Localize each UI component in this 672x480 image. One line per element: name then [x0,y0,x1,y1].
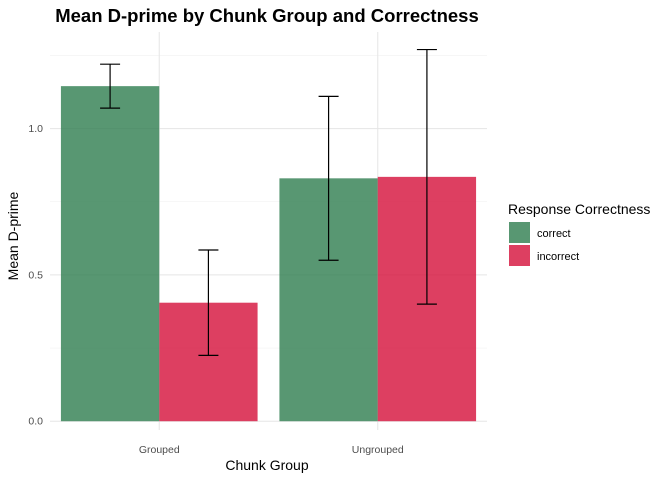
y-tick-label: 1.0 [28,123,43,135]
y-tick-label: 0.0 [28,416,43,428]
error-bar-incorrect-grouped [198,249,219,356]
chart-title: Mean D-prime by Chunk Group and Correctn… [55,5,479,26]
legend-key-correct [509,222,530,243]
plot-area: 0.0 0.5 1.0 Grouped Ungrouped [28,32,487,456]
legend-key-incorrect [509,245,530,266]
error-bar-correct-ungrouped [318,95,339,261]
x-tick-label: Grouped [139,444,180,456]
legend-title: Response Correctness [508,201,650,217]
error-bar-correct-grouped [100,63,121,109]
x-axis-title: Chunk Group [225,457,308,473]
y-tick-label: 0.5 [28,269,43,281]
bar-correct-grouped [60,86,160,422]
y-axis-title: Mean D-prime [5,191,21,280]
legend-label-correct: correct [537,228,571,240]
legend: Response Correctness correct incorrect [508,201,650,266]
legend-label-incorrect: incorrect [537,251,579,263]
x-tick-label: Ungrouped [352,444,404,456]
error-bar-incorrect-ungrouped [416,48,437,305]
